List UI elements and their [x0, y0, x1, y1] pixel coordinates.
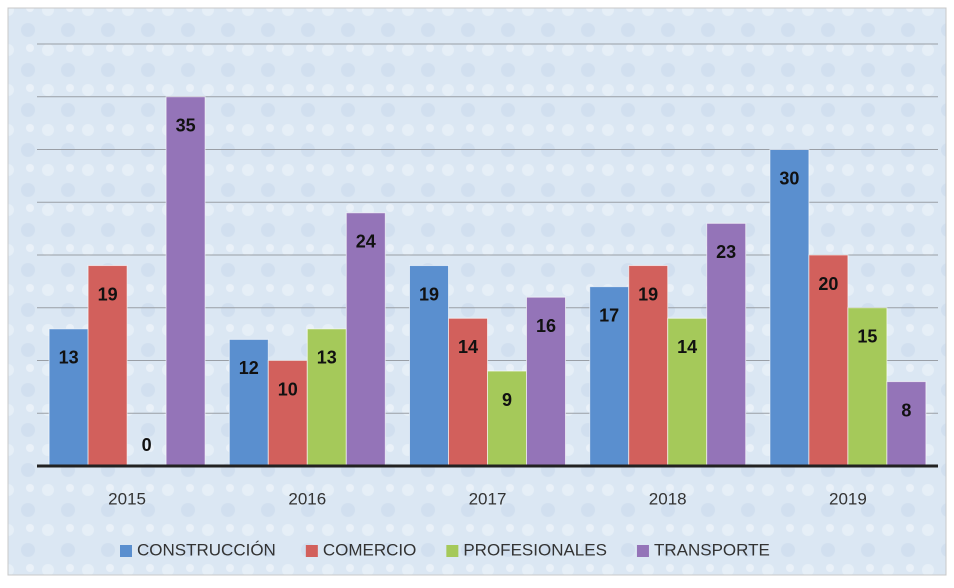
- data-label: 24: [356, 232, 376, 252]
- x-tick-label: 2015: [108, 489, 146, 508]
- data-label: 16: [536, 316, 556, 336]
- data-label: 20: [818, 274, 838, 294]
- legend-swatch: [636, 545, 649, 557]
- data-label: 23: [716, 242, 736, 262]
- legend-label: PROFESIONALES: [463, 540, 607, 559]
- data-label: 35: [176, 116, 196, 136]
- data-label: 17: [599, 305, 619, 325]
- bar: [847, 307, 888, 467]
- bar: [267, 360, 308, 467]
- data-label: 9: [502, 390, 512, 410]
- data-label: 30: [779, 168, 799, 188]
- legend-label: TRANSPORTE: [654, 540, 770, 559]
- legend-swatch: [446, 545, 459, 557]
- x-tick-label: 2016: [288, 489, 326, 508]
- data-label: 0: [142, 435, 152, 455]
- x-tick-label: 2019: [829, 489, 867, 508]
- bar: [487, 370, 527, 467]
- legend-swatch: [305, 545, 318, 557]
- data-label: 14: [677, 337, 697, 357]
- bar: [589, 286, 630, 467]
- data-label: 8: [901, 400, 911, 420]
- bar: [706, 222, 747, 467]
- bar: [448, 317, 488, 467]
- bar: [526, 296, 566, 467]
- legend-label: CONSTRUCCIÓN: [137, 540, 276, 559]
- x-tick-label: 2017: [469, 489, 507, 508]
- bar: [409, 265, 449, 467]
- bar: [886, 381, 927, 467]
- bar: [769, 149, 810, 467]
- data-label: 19: [98, 284, 118, 304]
- bar: [628, 265, 669, 467]
- data-label: 13: [59, 348, 79, 368]
- data-label: 19: [638, 284, 658, 304]
- data-label: 10: [278, 379, 298, 399]
- data-label: 19: [419, 284, 439, 304]
- bar: [808, 254, 849, 467]
- data-label: 12: [239, 358, 259, 378]
- legend-swatch: [120, 545, 132, 557]
- data-label: 13: [317, 348, 337, 368]
- data-label: 14: [458, 337, 478, 357]
- legend-label: COMERCIO: [323, 540, 417, 559]
- data-label: 15: [857, 327, 877, 347]
- x-tick-label: 2018: [649, 489, 687, 508]
- bar: [345, 212, 386, 467]
- bar: [165, 96, 206, 467]
